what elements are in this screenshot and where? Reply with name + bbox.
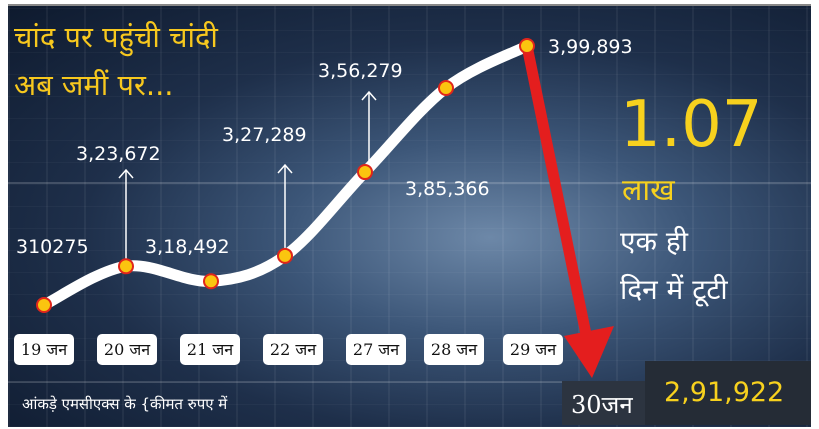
drop-text-2: दिन में टूटी	[620, 273, 728, 306]
up-arrow-head-icon	[277, 163, 293, 174]
date-label-29: 29 जन	[503, 334, 563, 365]
value-label-27: 3,56,279	[318, 60, 403, 82]
headline-line-2: अब जमीं पर...	[14, 68, 174, 102]
final-date-label: 30जन	[571, 391, 633, 419]
value-label-21: 3,18,492	[145, 236, 230, 258]
data-point-6	[519, 38, 535, 54]
final-value-box	[645, 361, 811, 425]
date-label-27: 27 जन	[346, 334, 406, 365]
drop-arrow-head	[564, 326, 614, 378]
drop-arrow-shaft	[521, 44, 594, 346]
drop-amount: 1.07	[620, 88, 763, 162]
date-label-21: 21 जन	[180, 334, 240, 365]
value-label-20: 3,23,672	[76, 143, 161, 165]
data-point-0	[36, 297, 52, 313]
final-value-label: 2,91,922	[664, 377, 785, 408]
value-label-29: 3,99,893	[548, 36, 633, 58]
drop-unit: लाख	[622, 173, 675, 208]
data-point-3	[277, 247, 293, 264]
data-point-4	[357, 164, 373, 181]
date-label-19: 19 जन	[14, 334, 74, 365]
value-label-19: 310275	[16, 236, 89, 258]
up-arrow-head-icon	[118, 168, 134, 179]
source-note: आंकड़े एमसीएक्स के {कीमत रुपए में	[22, 395, 228, 413]
value-label-22: 3,27,289	[222, 124, 307, 146]
data-point-5	[438, 79, 454, 96]
drop-text-1: एक ही	[620, 225, 689, 258]
date-label-22: 22 जन	[263, 334, 323, 365]
data-point-1	[118, 258, 134, 275]
headline-line-1: चांद पर पहुंची चांदी	[14, 20, 218, 54]
final-date-box	[562, 381, 652, 425]
value-label-28: 3,85,366	[405, 178, 490, 200]
date-label-28: 28 जन	[424, 334, 484, 365]
date-label-20: 20 जन	[97, 334, 157, 365]
up-arrow-head-icon	[361, 90, 377, 101]
data-point-2	[203, 273, 219, 290]
